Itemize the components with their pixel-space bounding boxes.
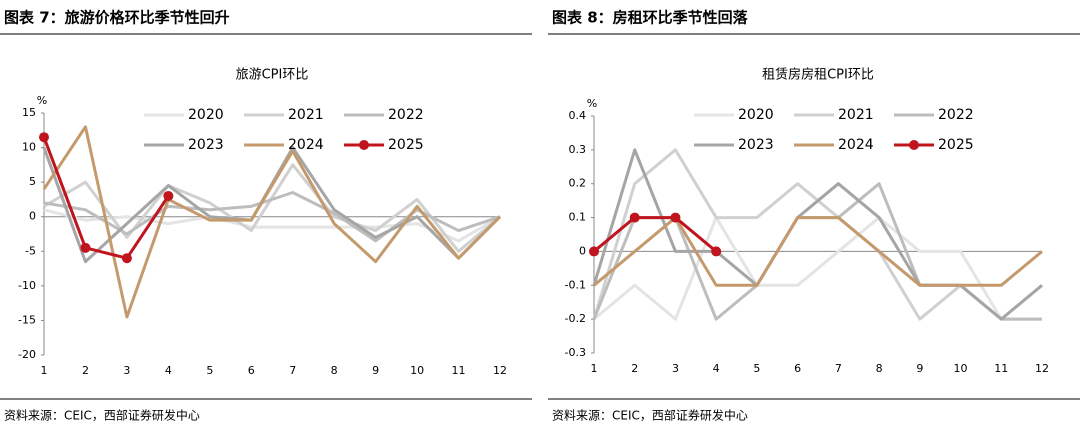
- x-tick-label: 12: [1035, 362, 1049, 375]
- legend-label: 2020: [738, 107, 774, 123]
- x-tick-label: 9: [372, 364, 379, 377]
- series-line: [42, 125, 502, 319]
- chart-title: 租赁房房租CPI环比: [762, 67, 874, 83]
- legend-label: 2024: [838, 137, 874, 153]
- x-tick-label: 7: [289, 364, 296, 377]
- y-tick-label: -20: [18, 348, 36, 361]
- legend-label: 2022: [388, 107, 424, 123]
- x-tick-label: 4: [165, 364, 172, 377]
- x-tick-label: 8: [331, 364, 338, 377]
- chart-title: 旅游CPI环比: [236, 68, 309, 83]
- legend-label: 2020: [188, 107, 224, 123]
- x-tick-label: 8: [876, 362, 883, 375]
- point-marker: [80, 242, 91, 253]
- x-tick-label: 5: [753, 362, 760, 375]
- series-line: [592, 148, 1042, 321]
- x-tick-label: 10: [954, 362, 968, 375]
- x-tick-label: 5: [206, 364, 213, 377]
- source: 资料来源：CEIC，西部证券研发中心: [552, 408, 748, 423]
- legend-label: 2021: [288, 107, 324, 123]
- y-tick-label: 0.2: [569, 177, 587, 190]
- y-tick-label: 0: [579, 244, 586, 257]
- legend-label: 2025: [388, 137, 424, 153]
- source: 资料来源：CEIC，西部证券研发中心: [4, 408, 200, 423]
- y-tick-label: 15: [22, 106, 36, 119]
- y-tick-label: 5: [29, 175, 36, 188]
- x-tick-label: 3: [672, 362, 679, 375]
- unit-label: %: [37, 94, 47, 107]
- y-tick-label: 0.1: [569, 211, 587, 224]
- series-line: [593, 216, 718, 253]
- point-marker: [711, 246, 722, 257]
- x-tick-label: 4: [713, 362, 720, 375]
- point-marker: [39, 132, 49, 143]
- legend-marker: [359, 140, 369, 150]
- figure-heading: 图表 7：旅游价格环比季节性回升: [4, 9, 230, 27]
- y-tick-label: 10: [22, 141, 36, 154]
- y-tick-label: -5: [25, 244, 36, 257]
- x-tick-label: 1: [591, 362, 598, 375]
- series-line: [43, 208, 501, 243]
- legend-label: 2023: [738, 137, 774, 153]
- y-tick-label: -0.1: [565, 278, 586, 291]
- figure-heading: 图表 8：房租环比季节性回落: [552, 9, 749, 27]
- x-tick-label: 12: [493, 364, 507, 377]
- unit-label: %: [587, 97, 597, 110]
- y-tick-label: 0.3: [569, 143, 587, 156]
- x-tick-label: 9: [916, 362, 923, 375]
- series-line: [592, 148, 1043, 321]
- point-marker: [589, 246, 599, 257]
- x-tick-label: 6: [248, 364, 255, 377]
- series-line: [593, 216, 1043, 287]
- x-tick-label: 10: [410, 364, 424, 377]
- x-tick-label: 2: [631, 362, 638, 375]
- legend-label: 2021: [838, 107, 874, 123]
- legend-marker: [909, 140, 919, 150]
- x-tick-label: 11: [452, 364, 466, 377]
- legend-label: 2025: [938, 137, 974, 153]
- x-tick-label: 11: [994, 362, 1008, 375]
- x-tick-label: 2: [82, 364, 89, 377]
- x-tick-label: 6: [794, 362, 801, 375]
- y-tick-label: -10: [18, 279, 36, 292]
- legend-label: 2023: [188, 137, 224, 153]
- x-tick-label: 3: [123, 364, 130, 377]
- y-tick-label: -0.2: [565, 312, 586, 325]
- point-marker: [629, 212, 640, 223]
- point-marker: [670, 212, 681, 223]
- y-tick-label: 0.4: [569, 109, 587, 122]
- legend-label: 2024: [288, 137, 324, 153]
- point-marker: [163, 190, 174, 201]
- y-tick-label: 0: [29, 210, 36, 223]
- y-tick-label: -0.3: [565, 346, 586, 359]
- series-line: [593, 216, 1043, 321]
- point-marker: [121, 253, 132, 264]
- series-line: [42, 136, 170, 260]
- x-tick-label: 1: [41, 364, 48, 377]
- legend-label: 2022: [938, 107, 974, 123]
- x-tick-label: 7: [835, 362, 842, 375]
- y-tick-label: -15: [18, 313, 36, 326]
